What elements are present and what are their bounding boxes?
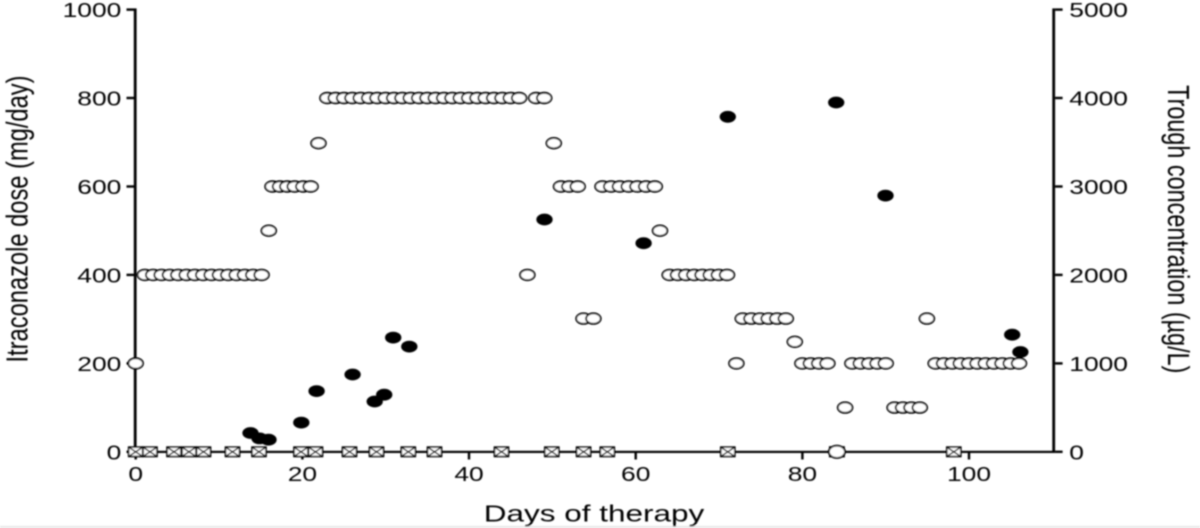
svg-text:Itraconazole dose (mg/day): Itraconazole dose (mg/day) [0,75,34,362]
svg-text:80: 80 [788,463,817,485]
svg-text:800: 800 [77,87,121,109]
svg-text:60: 60 [621,463,650,485]
svg-text:5000: 5000 [1069,0,1128,21]
svg-text:0: 0 [1069,441,1084,463]
svg-text:0: 0 [107,441,122,463]
svg-text:200: 200 [77,353,121,375]
svg-text:600: 600 [77,176,121,198]
svg-text:20: 20 [288,463,317,485]
svg-text:4000: 4000 [1069,87,1128,109]
svg-text:Days of therapy: Days of therapy [484,500,705,526]
svg-text:100: 100 [947,463,991,485]
svg-text:2000: 2000 [1069,264,1128,286]
svg-text:0: 0 [128,463,143,485]
svg-text:Trough concentration (µg/L): Trough concentration (µg/L) [1161,85,1196,373]
svg-text:1000: 1000 [63,0,122,21]
svg-text:400: 400 [77,264,121,286]
svg-text:40: 40 [454,463,483,485]
svg-text:1000: 1000 [1069,353,1128,375]
svg-text:3000: 3000 [1069,176,1128,198]
